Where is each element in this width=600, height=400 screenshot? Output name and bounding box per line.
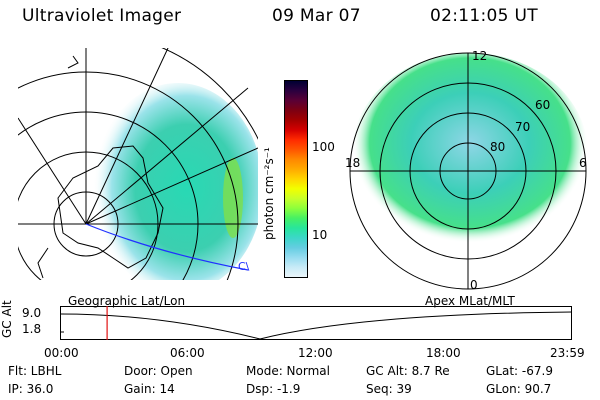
mlat-label-70: 70	[515, 120, 530, 134]
antarctic-coastline	[57, 145, 164, 269]
timeline-ylabel: GC Alt	[0, 300, 14, 338]
info-glat: GLat: -67.9	[486, 364, 553, 378]
xtick-1200: 12:00	[298, 346, 333, 360]
mlat-label-60: 60	[535, 98, 550, 112]
instrument-title: Ultraviolet Imager	[22, 6, 182, 26]
timeline-ytick-bottom: 1.8	[22, 322, 42, 336]
geo-panel-label: Geographic Lat/Lon	[68, 294, 186, 308]
aurora-oval-apex	[352, 53, 588, 253]
aurora-oval-geo	[93, 83, 258, 280]
colorbar-tick-100: 100	[312, 140, 335, 154]
cut-label: C\	[238, 260, 250, 273]
info-ip: IP: 36.0	[8, 382, 54, 396]
mlt-label-18: 18	[345, 156, 360, 170]
timeline-ytick-top: 9.0	[22, 306, 42, 320]
info-dsp: Dsp: -1.9	[246, 382, 301, 396]
info-glon: GLon: 90.7	[486, 382, 552, 396]
mlat-label-80: 80	[490, 140, 505, 154]
colorbar-tick-10: 10	[312, 228, 328, 242]
info-door: Door: Open	[124, 364, 193, 378]
altitude-timeline	[60, 306, 572, 340]
mlt-label-12: 12	[472, 49, 487, 63]
mlt-label-6: 6	[579, 156, 587, 170]
colorbar-unit-label: photon cm⁻²s⁻¹	[262, 147, 276, 240]
observation-date: 09 Mar 07	[272, 6, 361, 26]
xtick-1800: 18:00	[426, 346, 461, 360]
apex-panel-label: Apex MLat/MLT	[425, 294, 515, 308]
mlt-label-0: 0	[470, 278, 478, 292]
apex-polar-map: 12 18 6 0 60 70 80	[345, 49, 588, 292]
info-flt: Flt: LBHL	[8, 364, 62, 378]
xtick-0000: 00:00	[44, 346, 79, 360]
aurora-bright-edge	[223, 158, 243, 238]
xtick-2359: 23:59	[550, 346, 585, 360]
info-gc-alt: GC Alt: 8.7 Re	[366, 364, 450, 378]
info-gain: Gain: 14	[124, 382, 175, 396]
colorbar	[284, 80, 308, 278]
info-mode: Mode: Normal	[246, 364, 330, 378]
geographic-map: C\	[18, 48, 258, 280]
observation-time: 02:11:05 UT	[430, 6, 538, 26]
info-seq: Seq: 39	[366, 382, 412, 396]
altitude-curve	[60, 311, 572, 340]
orbit-track	[85, 223, 249, 271]
xtick-0600: 06:00	[170, 346, 205, 360]
